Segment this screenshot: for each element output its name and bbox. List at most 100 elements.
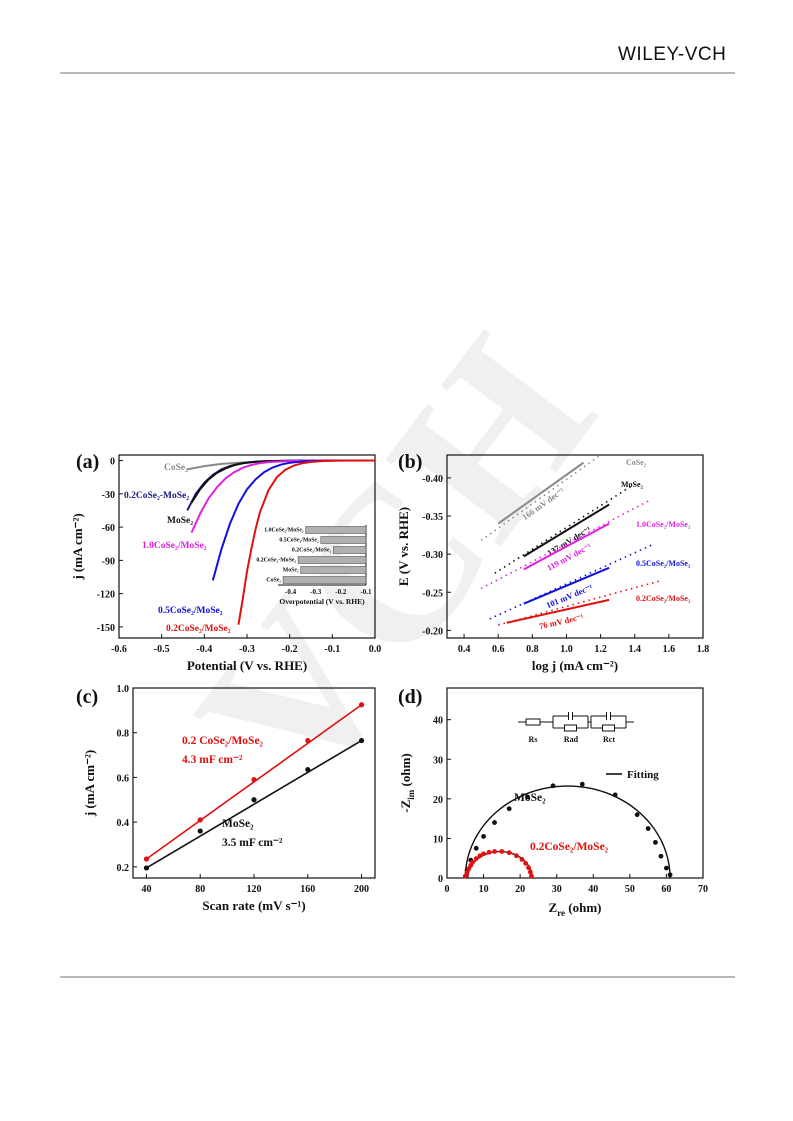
panel-b-series-label: 1.0CoSe₂/MoSe₂: [636, 520, 691, 529]
panel-a-ytick-label: 0: [110, 457, 115, 468]
panel-a-series-line: [190, 459, 375, 504]
panel-d-data-point: [464, 869, 470, 875]
panel-b-fit-line: [523, 522, 610, 571]
panel-d-fit-curve: [464, 785, 671, 879]
panel-d-xtick-label: 0: [445, 884, 450, 895]
panel-d-data-point: [473, 856, 479, 862]
panel-d-data-point: [664, 865, 669, 871]
panel-c-data-point: [305, 766, 311, 773]
panel-a-ylabel: j (mA cm⁻²): [70, 513, 85, 580]
panel-b-data-points: [489, 544, 653, 620]
panel-d-label-black: MoSe₂: [514, 792, 546, 804]
panel-d-tag: (d): [398, 686, 422, 708]
panel-c-ytick-label: 1.0: [117, 684, 130, 695]
panel-b-xlabel: log j (mA cm⁻²): [532, 658, 618, 673]
panel-b-series-label: MoSe₂: [621, 480, 644, 489]
panel-b-ytick-label: -0.25: [422, 588, 443, 599]
panel-d-data-point: [653, 839, 658, 845]
panel-d-data-point: [473, 845, 479, 851]
panel-d-data-point: [492, 849, 497, 854]
panel-d-data-point: [634, 812, 640, 818]
panel-a-inset-xlabel: Overpotential (V vs. RHE): [279, 597, 365, 606]
panel-d-data-point: [529, 873, 534, 879]
panel-b-data-points: [480, 454, 602, 542]
panel-b-xtick-label: 0.8: [526, 644, 539, 655]
panel-c-data-point: [305, 737, 311, 744]
panel-d-xlabel: Zre (ohm): [549, 900, 602, 918]
panel-d-label-red: 0.2CoSe₂/MoSe₂: [530, 841, 609, 853]
panel-a-inset-bar: [300, 566, 367, 574]
panel-a-series-line: [237, 459, 376, 625]
panel-a-inset-xtick-label: -0.2: [335, 588, 347, 596]
panel-a-series-label: CoSe₂: [164, 463, 188, 473]
panel-c-ytick-label: 0.6: [117, 773, 130, 784]
panel-c-ytick-label: 0.8: [117, 729, 130, 740]
equivalent-circuit: Rs Rad Rct: [518, 712, 634, 744]
panel-d-ytick-label: 0: [438, 874, 443, 885]
panel-a-inset-category: 1.0CoSe₂/MoSe₂: [264, 528, 304, 534]
panel-b-fit-line: [523, 503, 610, 558]
panel-a-inset-xtick-label: -0.4: [285, 588, 297, 596]
panel-c-ylabel: j (mA cm⁻²): [82, 750, 97, 817]
panel-d-data-point: [514, 853, 519, 859]
panel-b-xtick-label: 1.8: [697, 644, 710, 655]
panel-c-data-point: [197, 828, 203, 834]
panel-d-xtick-label: 50: [625, 884, 635, 895]
panel-d-data-point: [667, 872, 673, 878]
panel-a-xtick-label: 0.0: [369, 644, 382, 655]
panel-c-ytick-label: 0.4: [117, 818, 130, 829]
panel-c-data-point: [197, 817, 203, 823]
panel-a-inset-category: 0.2CoSe₂-MoSe₂: [256, 558, 296, 564]
panel-b-series-label: CoSe₂: [626, 458, 647, 467]
panel-a-ytick-label: -150: [97, 623, 115, 634]
panel-b-ytick-label: -0.30: [422, 550, 443, 561]
panel-d-data-point: [527, 869, 533, 875]
panel-b-ytick-label: -0.35: [422, 512, 443, 523]
panel-a-inset-bar: [333, 546, 367, 554]
circuit-resistor: [602, 724, 615, 732]
panel-b-xtick-label: 0.6: [492, 644, 505, 655]
figure: (a) -0.6 -0.5 -0.4 -0.3 -0.2 -0.1 0.0 0 -30 -60 -90…: [70, 451, 710, 918]
panel-c-xtick-label: 40: [141, 884, 151, 895]
panel-a-series-label: 0.2CoSe₂/MoSe₂: [166, 624, 231, 634]
panel-b-series-label: 0.2CoSe₂/MoSe₂: [636, 594, 691, 603]
panel-d-data-point: [612, 792, 618, 798]
panel-b-fit-line: [523, 566, 610, 605]
panel-b-fit-line: [506, 598, 610, 624]
panel-c-data-point: [358, 702, 365, 708]
panel-b-data-points: [494, 483, 636, 574]
panel-d-data-point: [462, 873, 468, 879]
panel-a-xtick-label: -0.2: [282, 644, 298, 655]
panel-b-fit-line: [497, 461, 585, 525]
panel-d-ytick-label: 40: [433, 716, 443, 727]
panel-a-ytick-label: -30: [102, 490, 115, 501]
panel-a-inset-xtick-label: -0.1: [360, 588, 372, 596]
panel-d-ytick-label: 20: [433, 795, 443, 806]
panel-b-ylabel: E (V vs. RHE): [396, 507, 411, 586]
panel-d-data-point: [550, 783, 556, 789]
panel-d-xtick-label: 30: [552, 884, 562, 895]
panel-c-tag: (c): [76, 686, 98, 708]
panel-d-data-point: [506, 850, 512, 856]
panel-c-data-point: [251, 777, 257, 783]
panel-b-xtick-label: 1.0: [560, 644, 573, 655]
panel-a-inset-category: CoSe₂: [266, 578, 281, 584]
panel-d-fit-curve: [467, 850, 533, 879]
panel-d-xtick-label: 40: [588, 884, 598, 895]
publisher-logo: WILEY-VCH: [618, 44, 727, 65]
panel-c-label-red: 0.2 CoSe₂/MoSe₂: [182, 735, 264, 747]
panel-b-frame: [446, 454, 704, 639]
panel-b-slope-label: 101 mV dec⁻¹: [545, 582, 595, 611]
circuit-label-rad: Rad: [564, 735, 579, 744]
panel-c-fit-line: [146, 739, 362, 869]
panel-c-ytick-label: 0.2: [117, 863, 130, 874]
panel-c-label-black-capacitance: 3.5 mF cm⁻²: [222, 837, 283, 849]
panel-b-xtick-label: 1.2: [594, 644, 607, 655]
panel-a-series-line: [186, 459, 375, 511]
panel-a-xtick-label: -0.5: [154, 644, 170, 655]
circuit-resistor: [564, 724, 577, 732]
panel-d-ytick-label: 30: [433, 755, 443, 766]
panel-d-data-point: [523, 860, 529, 866]
